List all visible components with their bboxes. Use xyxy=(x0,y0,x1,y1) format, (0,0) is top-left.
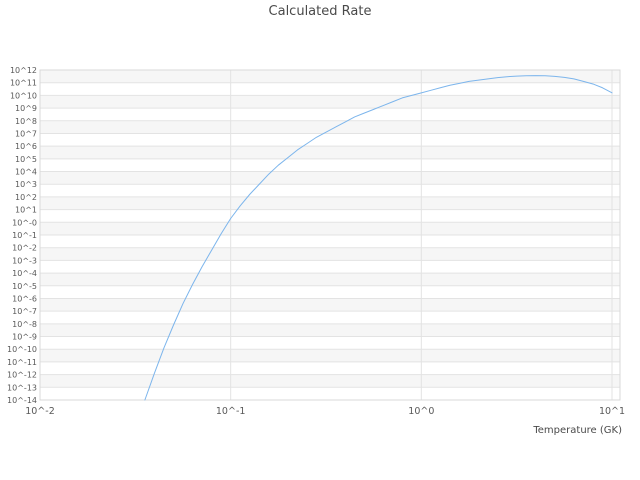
x-tick-label: 10^-2 xyxy=(25,406,55,417)
plot-band xyxy=(40,196,620,210)
y-tick-label: 10^-13 xyxy=(7,383,37,392)
plot-band xyxy=(40,349,620,362)
y-tick-label: 10^-11 xyxy=(7,358,37,367)
chart-title: Calculated Rate xyxy=(268,4,372,19)
y-tick-label: 10^-4 xyxy=(12,269,37,278)
plot-band xyxy=(40,222,620,235)
plot-band xyxy=(40,120,620,134)
x-axis-label: Temperature (GK) xyxy=(533,425,622,436)
y-tick-label: 10^-12 xyxy=(7,371,37,380)
x-tick-label: 10^-1 xyxy=(216,406,246,417)
y-tick-label: 10^10 xyxy=(10,91,37,100)
x-tick-label: 10^1 xyxy=(599,406,625,417)
y-tick-label: 10^2 xyxy=(15,193,37,202)
y-tick-label: 10^-7 xyxy=(12,307,37,316)
y-tick-label: 10^-6 xyxy=(12,294,37,303)
plot-band xyxy=(40,323,620,337)
y-tick-label: 10^7 xyxy=(15,129,37,138)
plot-border xyxy=(39,69,621,401)
plot-band xyxy=(40,374,620,388)
plot-band xyxy=(40,247,620,261)
y-tick-label: 10^-9 xyxy=(12,333,37,342)
y-tick-label: 10^8 xyxy=(15,117,37,126)
plot-band xyxy=(40,298,620,312)
y-tick-label: 10^3 xyxy=(15,180,37,189)
plot-band xyxy=(40,146,620,159)
y-tick-label: 10^6 xyxy=(15,142,37,151)
y-tick-label: 10^12 xyxy=(10,66,37,75)
y-tick-label: 10^1 xyxy=(15,206,37,215)
plot-band xyxy=(40,95,620,109)
y-tick-label: 10^-14 xyxy=(7,396,37,405)
plot-band xyxy=(40,273,620,286)
y-tick-label: 10^-3 xyxy=(12,256,37,265)
y-tick-label: 10^-2 xyxy=(12,244,37,253)
y-tick-label: 10^4 xyxy=(15,168,37,177)
plot-band xyxy=(40,70,620,83)
y-tick-label: 10^-0 xyxy=(12,218,37,227)
y-tick-label: 10^-8 xyxy=(12,320,37,329)
rate-curve xyxy=(144,75,613,401)
y-tick-label: 10^-10 xyxy=(7,345,37,354)
x-tick-label: 10^0 xyxy=(408,406,434,417)
y-tick-label: 10^9 xyxy=(15,104,37,113)
y-tick-label: 10^5 xyxy=(15,155,37,164)
y-tick-label: 10^-1 xyxy=(12,231,37,240)
plot-band xyxy=(40,171,620,185)
y-tick-label: 10^-5 xyxy=(12,282,37,291)
y-tick-label: 10^11 xyxy=(10,79,37,88)
